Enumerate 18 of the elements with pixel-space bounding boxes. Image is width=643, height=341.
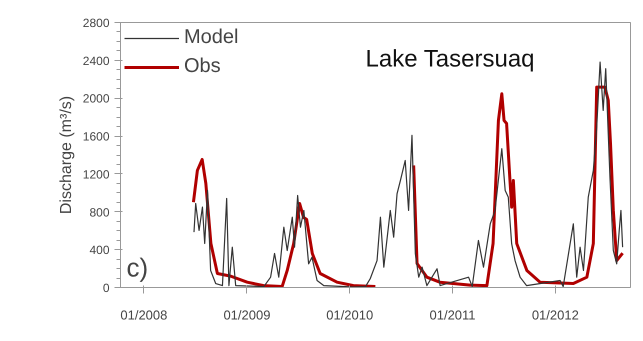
y-tick-label: 0 (102, 281, 110, 295)
y-axis-title: Discharge (m³/s) (58, 96, 75, 214)
x-tick-label: 01/2011 (430, 308, 476, 322)
y-tick-label: 2000 (82, 92, 110, 106)
y-tick-label: 2800 (82, 16, 110, 30)
y-tick-label: 1200 (82, 167, 110, 182)
y-tick-label: 400 (89, 243, 110, 258)
y-tick-label: 2400 (82, 54, 110, 68)
x-tick-label: 01/2010 (326, 308, 374, 322)
y-tick-label: 1600 (82, 130, 110, 144)
legend-label: Model (184, 26, 238, 49)
legend-label: Obs (184, 55, 221, 78)
y-tick-label: 800 (89, 205, 110, 220)
text: Lake Tasersuaq (366, 46, 535, 72)
x-tick-label: 01/2008 (120, 308, 168, 322)
annotation: c) (126, 252, 148, 282)
x-tick-label: 01/2012 (532, 308, 579, 322)
x-tick-label: 01/2009 (223, 308, 270, 322)
